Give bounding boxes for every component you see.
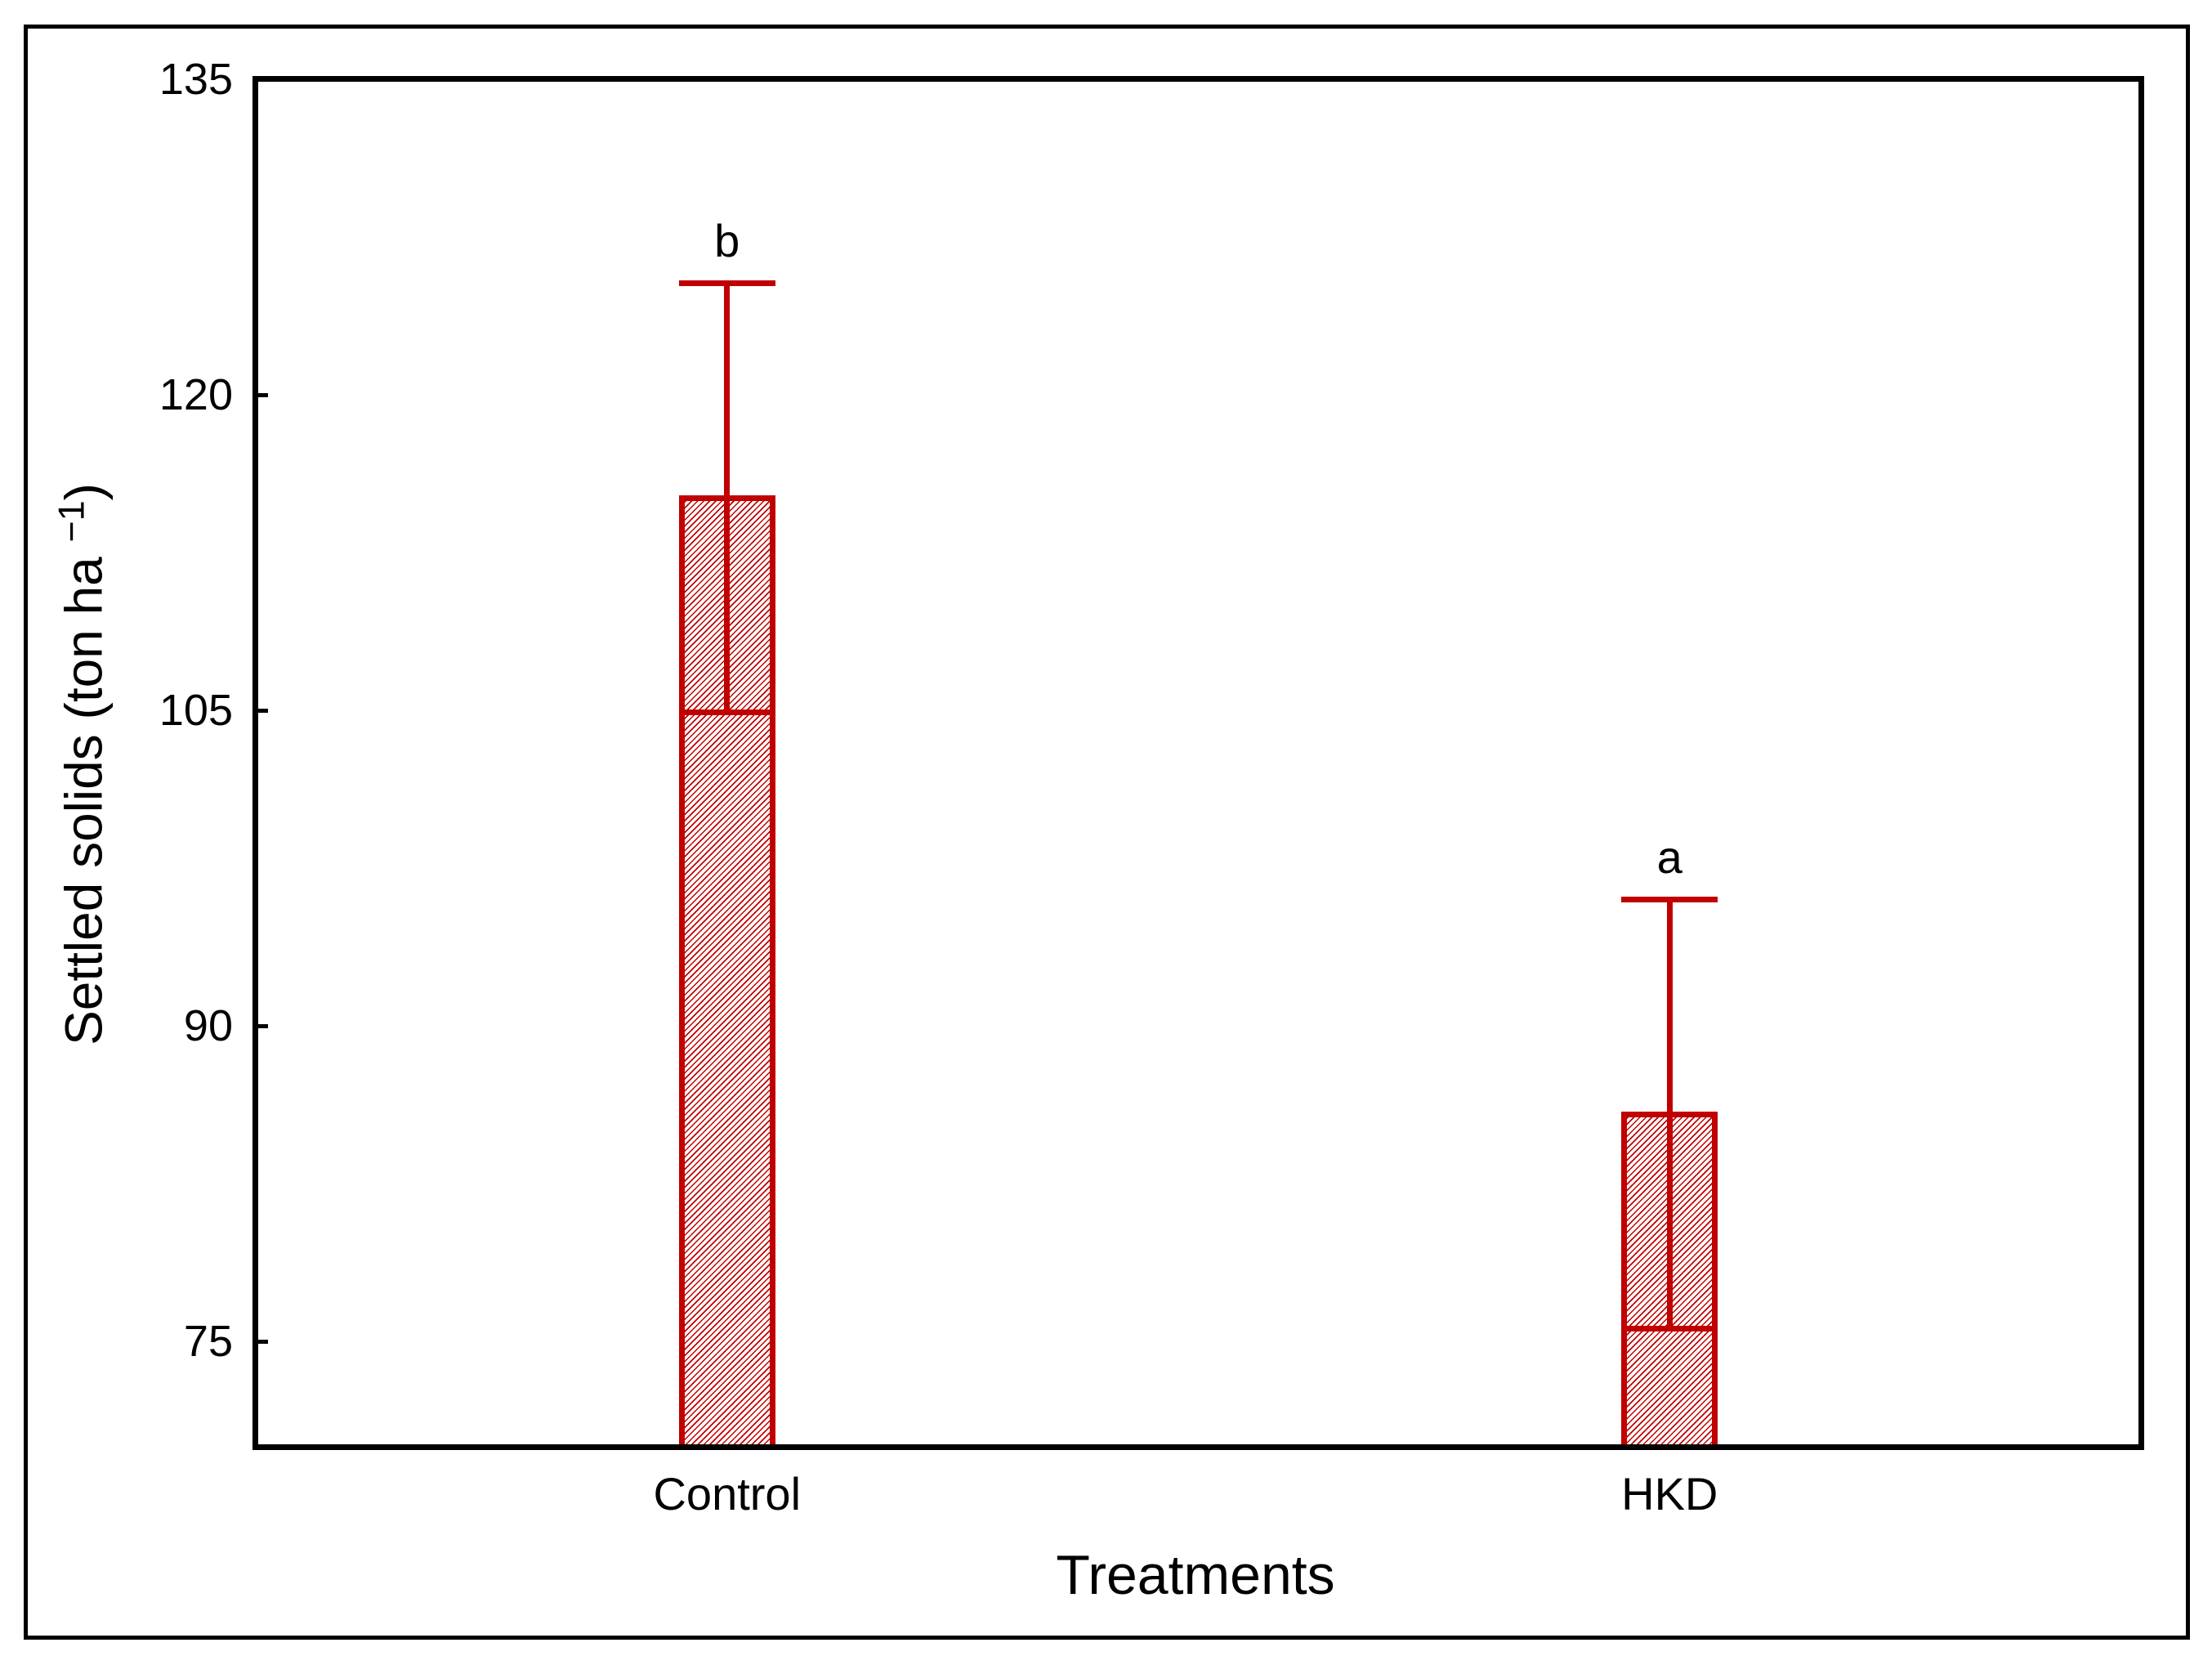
y-axis-title: Settled solids (ton ha −1): [45, 483, 113, 1045]
figure-border: [24, 25, 2190, 1640]
y-axis-tick-label: 90: [183, 1001, 233, 1051]
y-axis-tick: [258, 77, 268, 82]
y-axis-tick: [258, 1339, 268, 1344]
y-axis-tick-label: 105: [159, 686, 233, 736]
x-axis-title: Treatments: [1056, 1544, 1335, 1606]
y-axis-tick-label: 120: [159, 370, 233, 420]
error-bar-lower-cap: [684, 709, 770, 716]
y-axis-tick: [258, 708, 268, 713]
error-bar-upper-cap: [678, 280, 775, 287]
x-category-label-hkd: HKD: [1621, 1468, 1718, 1520]
y-axis-tick: [258, 1023, 268, 1028]
error-bar-upper-cap: [1621, 897, 1718, 903]
y-axis-tick-label: 135: [159, 55, 233, 104]
y-axis-tick-label: 75: [183, 1317, 233, 1367]
significance-letter: b: [714, 214, 740, 266]
y-axis-tick: [258, 392, 268, 397]
error-bar-lower-cap: [1627, 1326, 1713, 1332]
y-axis-title-text: Settled solids (ton ha: [54, 542, 114, 1045]
error-bar-line: [724, 283, 731, 713]
bar-control: [678, 495, 775, 1450]
x-category-label-control: Control: [653, 1468, 802, 1520]
significance-letter: a: [1656, 830, 1682, 883]
y-axis-title-superscript: −1: [51, 500, 92, 543]
y-axis-title-suffix: ): [54, 483, 114, 501]
error-bar-line: [1666, 899, 1673, 1329]
